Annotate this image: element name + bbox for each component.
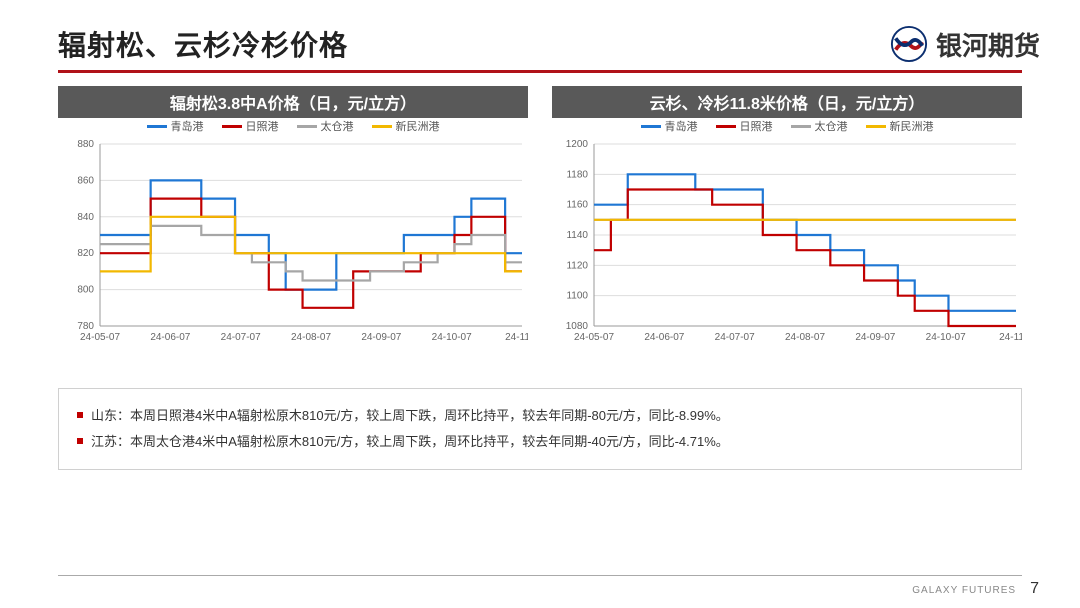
chart-title-right: 云杉、冷杉11.8米价格（日，元/立方） [552,86,1022,118]
svg-text:840: 840 [77,212,94,223]
brand-logo-icon [890,25,928,63]
notes-box: 山东：本周日照港4米中A辐射松原木810元/方，较上周下跌，周环比持平，较去年同… [58,388,1022,470]
legend-label: 青岛港 [665,118,698,134]
legend-label: 新民洲港 [396,118,440,134]
legend-swatch-icon [222,125,242,128]
svg-text:780: 780 [77,321,94,332]
chart-title-left: 辐射松3.8中A价格（日，元/立方） [58,86,528,118]
legend-swatch-icon [791,125,811,128]
note-line: 山东：本周日照港4米中A辐射松原木810元/方，较上周下跌，周环比持平，较去年同… [77,403,1003,429]
legend-swatch-icon [372,125,392,128]
chart-panel-right: 青岛港 日照港 太仓港 新民洲港 1080 1100 1120 1140 1160 1180 12… [552,118,1022,358]
note-bullet-icon [77,412,83,418]
legend-item: 青岛港 [147,118,204,134]
legend-swatch-icon [866,125,886,128]
legend-label: 太仓港 [321,118,354,134]
legend-right: 青岛港 日照港 太仓港 新民洲港 [552,118,1022,134]
svg-text:1120: 1120 [566,260,588,271]
svg-text:800: 800 [77,285,94,296]
svg-text:24-11-0: 24-11-0 [999,332,1022,343]
svg-text:1100: 1100 [566,291,588,302]
legend-swatch-icon [147,125,167,128]
chart-right: 1080 1100 1120 1140 1160 1180 1200 24-05-07 24-0… [552,138,1022,348]
legend-item: 太仓港 [297,118,354,134]
svg-text:24-05-07: 24-05-07 [80,332,120,343]
header-underline [58,70,1022,73]
chart-title-row: 辐射松3.8中A价格（日，元/立方） 云杉、冷杉11.8米价格（日，元/立方） [58,86,1022,118]
footer-brand-small: GALAXY FUTURES [912,585,1016,596]
footer-divider [58,575,1022,576]
note-line: 江苏：本周太仓港4米中A辐射松原木810元/方，较上周下跌，周环比持平，较去年同… [77,429,1003,455]
svg-text:24-09-07: 24-09-07 [855,332,895,343]
svg-text:24-08-07: 24-08-07 [291,332,331,343]
legend-item: 日照港 [716,118,773,134]
svg-text:24-10-07: 24-10-07 [926,332,966,343]
header: 辐射松、云杉冷杉价格 银河期货 [58,24,1040,64]
chart-left: 780 800 820 840 860 880 24-05-07 24-06-07 24-07-… [58,138,528,348]
svg-text:1180: 1180 [566,169,588,180]
svg-text:24-11-0: 24-11-0 [505,332,528,343]
legend-label: 日照港 [246,118,279,134]
charts-row: 青岛港 日照港 太仓港 新民洲港 780 800 820 840 860 880 24-05-07… [58,118,1022,358]
legend-item: 新民洲港 [372,118,440,134]
legend-item: 太仓港 [791,118,848,134]
legend-label: 日照港 [740,118,773,134]
legend-swatch-icon [716,125,736,128]
legend-item: 青岛港 [641,118,698,134]
svg-text:1140: 1140 [566,230,588,241]
note-text: 山东：本周日照港4米中A辐射松原木810元/方，较上周下跌，周环比持平，较去年同… [91,403,729,429]
brand: 银河期货 [890,25,1040,63]
chart-panel-left: 青岛港 日照港 太仓港 新民洲港 780 800 820 840 860 880 24-05-07… [58,118,528,358]
svg-text:820: 820 [77,248,94,259]
svg-text:1200: 1200 [566,139,589,150]
svg-text:1160: 1160 [566,200,588,211]
svg-text:24-07-07: 24-07-07 [715,332,755,343]
footer: GALAXY FUTURES 7 [912,580,1040,598]
svg-text:24-07-07: 24-07-07 [221,332,261,343]
page-title: 辐射松、云杉冷杉价格 [58,24,348,64]
svg-text:24-06-07: 24-06-07 [150,332,190,343]
legend-label: 新民洲港 [890,118,934,134]
svg-text:24-09-07: 24-09-07 [361,332,401,343]
slide: 辐射松、云杉冷杉价格 银河期货 辐射松3.8中A价格（日，元/立方） 云杉、冷杉… [0,0,1080,608]
svg-text:860: 860 [77,175,94,186]
legend-swatch-icon [297,125,317,128]
svg-text:24-06-07: 24-06-07 [644,332,684,343]
note-text: 江苏：本周太仓港4米中A辐射松原木810元/方，较上周下跌，周环比持平，较去年同… [91,429,729,455]
legend-label: 太仓港 [815,118,848,134]
note-bullet-icon [77,438,83,444]
legend-item: 新民洲港 [866,118,934,134]
brand-text: 银河期货 [936,26,1040,63]
svg-text:1080: 1080 [566,321,589,332]
svg-text:880: 880 [77,139,94,150]
legend-swatch-icon [641,125,661,128]
legend-label: 青岛港 [171,118,204,134]
svg-text:24-05-07: 24-05-07 [574,332,614,343]
svg-text:24-08-07: 24-08-07 [785,332,825,343]
legend-left: 青岛港 日照港 太仓港 新民洲港 [58,118,528,134]
svg-text:24-10-07: 24-10-07 [432,332,472,343]
page-number: 7 [1030,580,1040,598]
legend-item: 日照港 [222,118,279,134]
